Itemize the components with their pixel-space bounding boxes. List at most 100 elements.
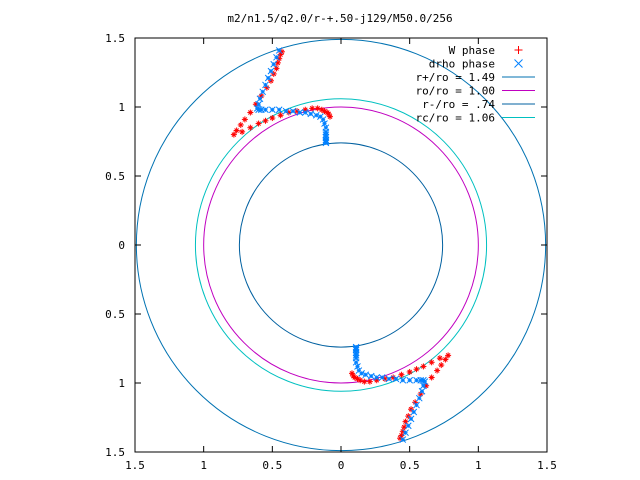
drho-phase-point	[301, 109, 309, 116]
drho-phase-point	[262, 81, 269, 89]
w-phase-point	[247, 109, 254, 116]
legend-label: W phase	[449, 44, 495, 57]
drho-phase-point	[407, 415, 415, 423]
drho-phase-point	[264, 74, 272, 82]
drho-phase-point	[399, 376, 407, 384]
drho-phase-point	[307, 110, 315, 118]
y-tick-label: 0.5	[105, 308, 125, 321]
w-phase-point	[406, 368, 413, 375]
points-layer	[230, 47, 452, 443]
w-phase-point	[230, 131, 237, 138]
w-phase-point	[269, 115, 276, 122]
drho-phase-point	[319, 116, 327, 123]
legend-label: rc/ro = 1.06	[416, 112, 495, 125]
circle-rro-2	[238, 142, 444, 348]
drho-phase-point	[413, 376, 420, 384]
legend-label: r-/ro = .74	[422, 98, 495, 111]
drho-phase-point	[322, 131, 330, 138]
w-phase-point	[442, 356, 449, 363]
drho-phase-point	[402, 429, 409, 437]
drho-phase-point	[289, 107, 297, 115]
w-phase-point	[402, 418, 409, 425]
x-tick-label: 1.5	[537, 459, 557, 472]
drho-phase-point	[275, 47, 283, 54]
drho-phase-point	[270, 60, 278, 68]
w-phase-point	[366, 378, 373, 385]
drho-phase-point	[354, 363, 361, 370]
y-tick-label: 0.5	[105, 170, 125, 183]
drho-phase-point	[256, 95, 264, 103]
drho-phase-point	[420, 382, 427, 390]
drho-phase-point	[378, 374, 386, 381]
w-phase-point	[255, 120, 262, 127]
drho-phase-point	[362, 371, 370, 379]
drho-phase-point	[410, 408, 418, 416]
drho-phase-point	[352, 343, 360, 351]
drho-phase-point	[262, 106, 269, 114]
drho-phase-point	[296, 109, 304, 116]
y-tick-label: 1	[118, 101, 125, 114]
y-tick-label: 0	[118, 239, 125, 252]
legend-sample	[514, 46, 523, 54]
x-tick-label: 1.5	[125, 459, 145, 472]
legend-label: ro/ro = 1.00	[416, 85, 495, 98]
w-phase-point	[348, 370, 355, 377]
w-phase-point	[413, 366, 420, 373]
drho-phase-point	[404, 422, 412, 430]
drho-phase-point	[413, 401, 420, 409]
drho-phase-point	[273, 53, 280, 61]
x-tick-label: 0.5	[400, 459, 420, 472]
w-phase-point	[262, 117, 269, 124]
x-tick-label: 1	[475, 459, 482, 472]
drho-phase-point	[322, 139, 330, 147]
w-phase-point	[327, 113, 334, 120]
w-phase-point	[428, 374, 435, 381]
x-tick-label: 0.5	[262, 459, 282, 472]
drho-phase-point	[420, 376, 427, 384]
y-tick-label: 1.5	[105, 32, 125, 45]
drho-phase-point	[275, 106, 283, 114]
w-phase-point	[438, 362, 445, 369]
w-phase-point	[309, 105, 316, 112]
w-phase-point	[241, 116, 248, 123]
chart-title: m2/n1.5/q2.0/r-+.50-j129/M50.0/256	[227, 12, 452, 25]
w-phase-point	[436, 355, 443, 362]
drho-phase-point	[399, 436, 407, 443]
drho-phase-point	[355, 367, 363, 374]
legend-label: r+/ro = 1.49	[416, 71, 495, 84]
w-phase-point	[428, 359, 435, 366]
w-phase-point	[398, 371, 405, 378]
legend-sample	[514, 59, 523, 68]
x-tick-label: 0	[338, 459, 345, 472]
drho-phase-point	[267, 67, 275, 75]
w-phase-point	[233, 127, 240, 134]
circle-roro-1	[203, 106, 479, 384]
w-phase-point	[420, 363, 427, 370]
w-phase-point	[239, 128, 246, 135]
drho-phase-point	[268, 106, 276, 114]
drho-phase-point	[255, 100, 262, 108]
drho-phase-point	[392, 375, 400, 383]
w-phase-point	[237, 121, 244, 128]
w-phase-point	[434, 367, 441, 374]
w-phase-point	[277, 112, 284, 119]
drho-phase-point	[373, 374, 381, 381]
drho-phase-point	[415, 394, 423, 402]
w-phase-point	[445, 352, 452, 359]
drho-phase-point	[282, 107, 290, 115]
circle-rcro-3	[194, 98, 488, 392]
drho-phase-point	[259, 88, 267, 96]
drho-phase-point	[418, 387, 426, 395]
drho-phase-point	[312, 111, 320, 119]
drho-phase-point	[367, 372, 375, 380]
drho-phase-point	[385, 375, 393, 383]
drho-phase-point	[406, 376, 414, 384]
legend-label: drho phase	[429, 58, 495, 71]
w-phase-point	[247, 124, 254, 131]
drho-phase-point	[321, 120, 328, 127]
x-tick-label: 1	[200, 459, 207, 472]
y-tick-label: 1	[118, 377, 125, 390]
